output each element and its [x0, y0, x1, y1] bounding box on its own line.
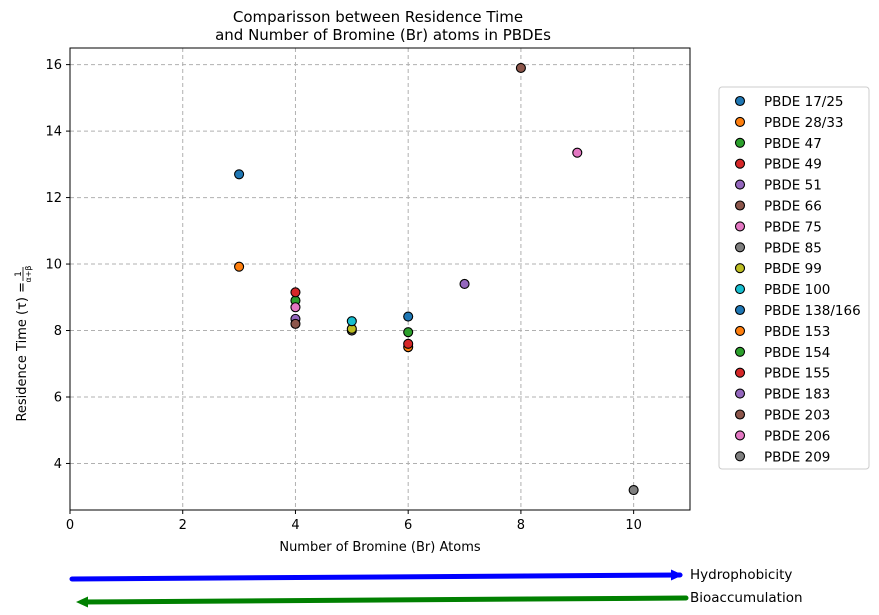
legend-label: PBDE 99 — [764, 261, 822, 277]
legend-marker — [734, 200, 746, 211]
x-tick-label: 2 — [179, 518, 187, 533]
legend-marker — [734, 451, 746, 462]
trend-arrow-head — [671, 569, 683, 581]
data-point — [234, 261, 245, 272]
legend-marker — [734, 409, 746, 420]
legend-label: PBDE 66 — [764, 199, 822, 215]
data-point — [290, 302, 301, 313]
legend-label: PBDE 155 — [764, 366, 830, 382]
plot-frame — [69, 47, 691, 511]
legend-label: PBDE 85 — [764, 240, 822, 256]
legend-marker — [734, 325, 746, 336]
trend-arrow-shaft — [69, 572, 683, 582]
trend-arrows: Hydrophobicity Bioaccumulation — [69, 567, 803, 608]
legend-label: PBDE 209 — [764, 449, 830, 465]
trend-arrow-shaft — [79, 595, 689, 605]
axis-ticks: 0 2 4 6 8 10 4 6 8 10 12 14 16 — [45, 58, 641, 533]
data-points — [234, 62, 639, 496]
chart-title-line1: Comparisson between Residence Time — [233, 8, 523, 26]
y-axis-label-prefix: Residence Time (τ) = — [15, 282, 30, 422]
data-point — [403, 338, 414, 349]
trend-arrow-head — [76, 596, 88, 608]
data-point — [628, 485, 639, 496]
legend-label: PBDE 138/166 — [764, 303, 861, 319]
data-point — [234, 169, 245, 180]
chart-title-line2: and Number of Bromine (Br) atoms in PBDE… — [215, 26, 551, 44]
trend-arrow-label: Hydrophobicity — [690, 567, 792, 583]
data-point — [290, 287, 301, 298]
legend: PBDE 17/25 PBDE 28/33 PBDE 47 PBDE 49 PBDE 5… — [718, 86, 870, 470]
grid — [69, 48, 690, 510]
legend-marker — [734, 158, 746, 169]
y-axis-label-denominator: α+β — [24, 265, 33, 282]
legend-marker — [734, 263, 746, 274]
trend-arrow-label: Bioaccumulation — [690, 590, 803, 606]
y-tick-label: 4 — [54, 457, 62, 472]
legend-label: PBDE 51 — [764, 178, 822, 194]
x-axis-label: Number of Bromine (Br) Atoms — [279, 540, 481, 555]
legend-label: PBDE 153 — [764, 324, 830, 340]
y-tick-label: 16 — [45, 58, 62, 73]
x-tick-label: 0 — [66, 518, 74, 533]
legend-label: PBDE 100 — [764, 282, 830, 298]
legend-marker — [734, 116, 746, 127]
legend-marker — [734, 179, 746, 190]
data-point — [515, 62, 526, 73]
y-tick-label: 10 — [45, 258, 62, 273]
legend-marker — [734, 346, 746, 357]
legend-marker — [734, 95, 746, 107]
legend-marker — [734, 304, 746, 316]
data-point — [403, 327, 414, 338]
x-tick-label: 8 — [517, 518, 525, 533]
legend-box — [718, 86, 870, 470]
y-axis-label-numerator: 1 — [14, 271, 24, 277]
legend-marker — [734, 137, 746, 148]
data-point — [403, 311, 414, 322]
legend-label: PBDE 154 — [764, 345, 830, 361]
legend-label: PBDE 206 — [764, 428, 830, 444]
legend-marker — [734, 284, 746, 295]
y-axis-label: Residence Time (τ) = 1 α+β — [14, 265, 33, 421]
data-point — [290, 318, 301, 329]
y-tick-label: 8 — [54, 324, 62, 339]
data-point — [346, 316, 357, 327]
legend-label: PBDE 203 — [764, 408, 830, 424]
legend-marker — [734, 221, 746, 232]
legend-marker — [734, 388, 746, 399]
legend-label: PBDE 183 — [764, 387, 830, 403]
data-point — [459, 278, 470, 290]
x-tick-label: 6 — [404, 518, 412, 533]
legend-label: PBDE 75 — [764, 219, 822, 235]
x-tick-label: 4 — [291, 518, 299, 533]
legend-marker — [734, 367, 746, 378]
legend-label: PBDE 28/33 — [764, 115, 844, 131]
legend-label: PBDE 49 — [764, 157, 822, 173]
legend-marker — [734, 242, 746, 253]
x-tick-label: 10 — [625, 518, 642, 533]
legend-marker — [734, 430, 746, 441]
y-tick-label: 6 — [54, 390, 62, 405]
legend-entries: PBDE 17/25 PBDE 28/33 PBDE 47 PBDE 49 PBDE 5… — [734, 94, 861, 465]
legend-label: PBDE 47 — [764, 136, 822, 152]
legend-label: PBDE 17/25 — [764, 94, 844, 110]
data-point — [572, 147, 583, 158]
y-tick-label: 12 — [45, 191, 62, 206]
y-tick-label: 14 — [45, 125, 62, 140]
